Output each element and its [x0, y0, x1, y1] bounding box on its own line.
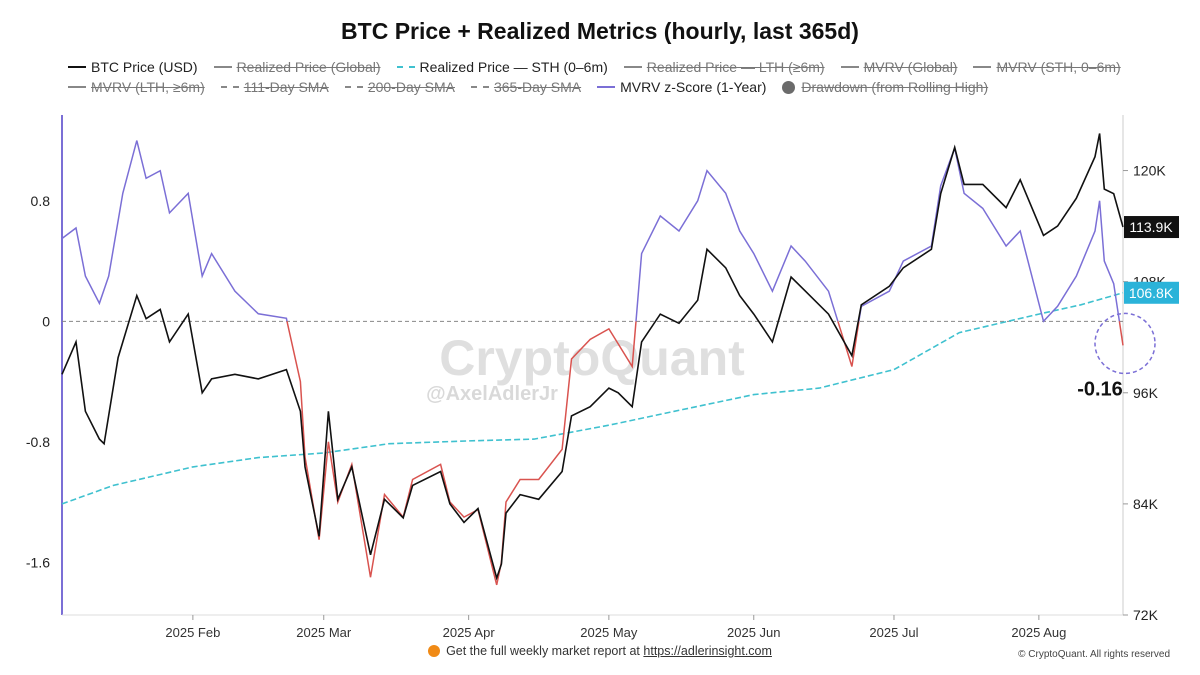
- legend-line-icon: [220, 86, 239, 88]
- watermark-brand: CryptoQuant: [439, 330, 745, 386]
- copyright: © CryptoQuant. All rights reserved: [1018, 649, 1170, 660]
- legend-label: 200-Day SMA: [367, 79, 455, 95]
- legend-line-icon: [213, 66, 232, 68]
- legend-label: MVRV (Global): [863, 59, 958, 75]
- legend-item[interactable]: Realized Price — LTH (≥6m): [623, 59, 825, 75]
- annotations: -0.16 113.9K 106.8K: [1077, 216, 1179, 400]
- footer-link[interactable]: https://adlerinsight.com: [643, 644, 772, 658]
- y-right-tick-label: 120K: [1133, 163, 1166, 179]
- y-left-tick-label: -0.8: [26, 434, 50, 450]
- x-tick-label: 2025 Jul: [869, 625, 918, 640]
- legend-item[interactable]: Realized Price (Global): [213, 59, 381, 75]
- x-tick-label: 2025 May: [580, 625, 638, 640]
- y-left-tick-label: -1.6: [26, 554, 50, 570]
- legend-item[interactable]: MVRV (Global): [840, 59, 958, 75]
- legend-item[interactable]: Drawdown (from Rolling High): [782, 79, 988, 95]
- legend-label: Drawdown (from Rolling High): [801, 79, 989, 95]
- legend-row-2: MVRV (LTH, ≥6m) 111-Day SMA 200-Day SMA 365…: [68, 79, 1148, 95]
- zscore-last-value-label: -0.16: [1077, 378, 1123, 400]
- sth-realized-price-line: [61, 292, 1124, 505]
- series-layer: [61, 133, 1124, 586]
- legend-item[interactable]: MVRV (STH, 0–6m): [973, 59, 1121, 75]
- zscore-positive-line: [635, 169, 839, 322]
- y-right-tick-label: 84K: [1133, 496, 1159, 512]
- footer: Get the full weekly market report at htt…: [0, 644, 1200, 658]
- legend-label: Realized Price — LTH (≥6m): [646, 59, 825, 75]
- footer-text: Get the full weekly market report at: [446, 644, 640, 658]
- x-tick-label: 2025 Mar: [296, 625, 352, 640]
- legend-dot-icon: [782, 80, 796, 94]
- x-tick-label: 2025 Feb: [165, 625, 220, 640]
- legend-label: 111-Day SMA: [243, 79, 329, 95]
- legend-item[interactable]: MVRV (LTH, ≥6m): [68, 79, 205, 95]
- legend-line-icon: [344, 86, 363, 88]
- zscore-positive-line: [61, 140, 288, 322]
- y-left-tick-label: 0.8: [31, 193, 51, 209]
- legend-line-icon: [973, 66, 992, 68]
- y-right-tick-label: 96K: [1133, 385, 1159, 401]
- x-tick-label: 2025 Jun: [727, 625, 781, 640]
- legend-label: Realized Price (Global): [236, 59, 381, 75]
- chart-title: BTC Price + Realized Metrics (hourly, la…: [341, 18, 859, 44]
- legend-line-icon: [470, 86, 489, 88]
- legend-label: Realized Price — STH (0–6m): [419, 59, 608, 75]
- legend-item[interactable]: BTC Price (USD): [68, 59, 198, 75]
- legend-label: MVRV z-Score (1-Year): [620, 79, 767, 95]
- coin-icon: [428, 645, 441, 657]
- btc-price-line: [61, 133, 1124, 581]
- legend-line-icon: [623, 66, 642, 68]
- watermark-handle: @AxelAdlerJr: [426, 383, 558, 405]
- legend-item[interactable]: 365-Day SMA: [470, 79, 582, 95]
- axis-ticks: 2025 Feb 2025 Mar 2025 Apr 2025 May 2025 Jun…: [26, 163, 1166, 640]
- legend-line-icon: [597, 86, 616, 88]
- sth-price-badge-bg: [1124, 281, 1179, 304]
- zscore-positive-line: [858, 145, 1121, 323]
- y-left-tick-label: 0: [42, 313, 50, 329]
- legend-item[interactable]: MVRV z-Score (1-Year): [597, 79, 766, 95]
- legend-row-1: BTC Price (USD) Realized Price (Global) Re…: [68, 59, 1148, 75]
- btc-price-badge: 113.9K: [1129, 219, 1173, 235]
- legend-item[interactable]: Realized Price — STH (0–6m): [396, 59, 608, 75]
- zscore-negative-line: [286, 321, 637, 586]
- legend-line-icon: [68, 66, 86, 68]
- legend-item[interactable]: 200-Day SMA: [344, 79, 455, 95]
- legend-label: MVRV (STH, 0–6m): [996, 59, 1121, 75]
- legend-line-icon: [68, 86, 86, 88]
- legend-label: MVRV (LTH, ≥6m): [91, 79, 205, 95]
- zscore-negative-line: [1118, 321, 1124, 346]
- legend-line-icon: [840, 66, 859, 68]
- legend-label: 365-Day SMA: [493, 79, 582, 95]
- legend-line-icon: [396, 66, 415, 68]
- watermark: CryptoQuant @AxelAdlerJr: [426, 330, 745, 405]
- x-tick-label: 2025 Apr: [443, 625, 496, 640]
- zscore-negative-line: [837, 321, 860, 367]
- zscore-highlight-circle: [1094, 312, 1156, 375]
- legend-label: BTC Price (USD): [91, 59, 198, 75]
- y-right-tick-label: 72K: [1133, 607, 1159, 623]
- x-tick-label: 2025 Aug: [1011, 625, 1066, 640]
- legend-item[interactable]: 111-Day SMA: [220, 79, 329, 95]
- sth-price-badge: 106.8K: [1129, 285, 1174, 301]
- btc-price-badge-bg: [1124, 216, 1179, 239]
